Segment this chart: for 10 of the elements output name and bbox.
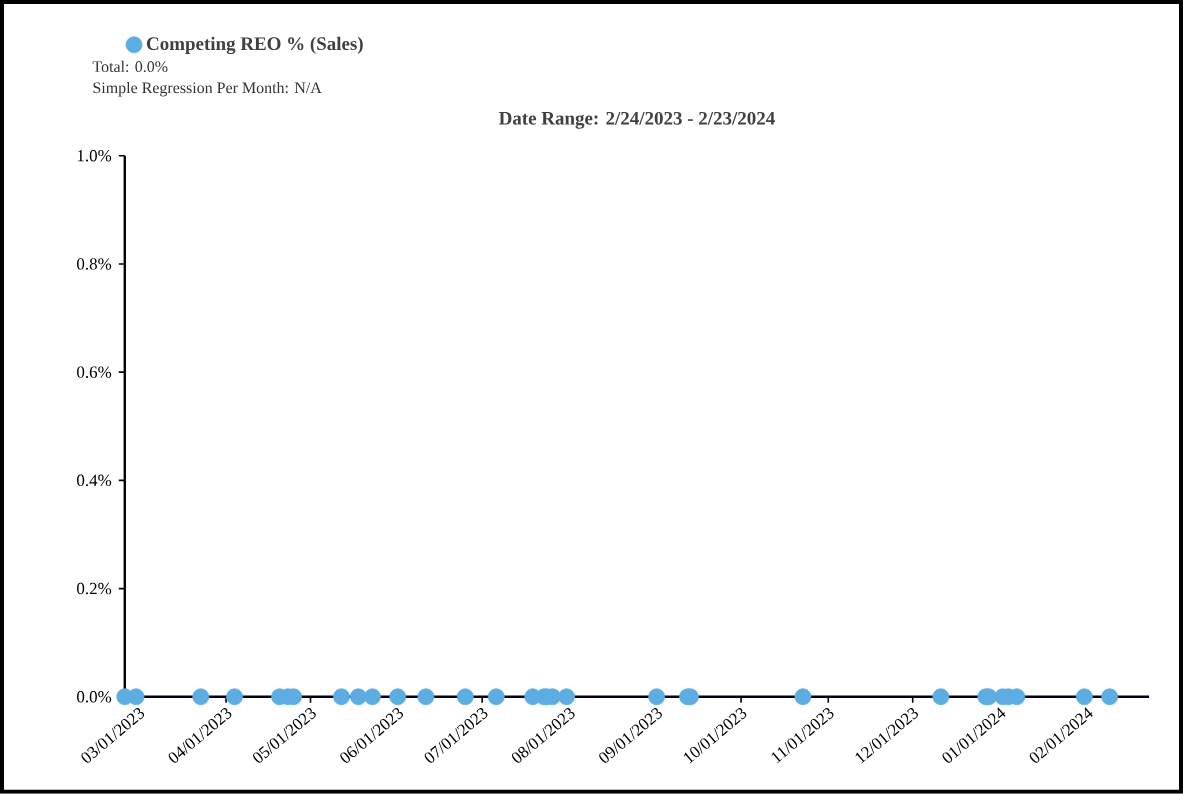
y-tick-label: 0.0% [77, 691, 112, 703]
y-tick-label: 0.4% [77, 474, 112, 487]
legend-label: Competing REO % (Sales) [146, 36, 363, 55]
y-tick-label: 0.2% [77, 583, 112, 595]
y-tick-label: 0.8% [77, 258, 112, 270]
chart-title: Date Range: 2/24/2023 - 2/23/2024 [498, 112, 775, 129]
text: Total: 0.0% [92, 60, 168, 73]
y-tick-label: 0.6% [77, 366, 112, 379]
text: Simple Regression Per Month: N/A [93, 82, 322, 97]
y-tick-label: 1.0% [77, 150, 112, 162]
